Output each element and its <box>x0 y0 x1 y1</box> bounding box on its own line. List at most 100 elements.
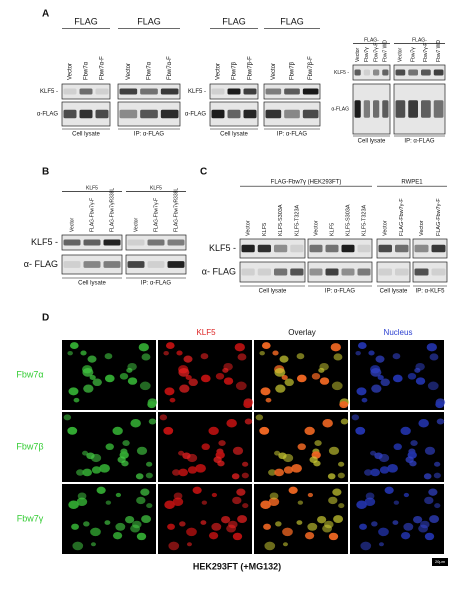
cell <box>330 343 341 352</box>
cell <box>188 378 198 387</box>
lane-label: Fbw7α-F <box>100 56 106 80</box>
band <box>433 100 444 118</box>
cell <box>91 466 102 474</box>
band <box>95 109 109 119</box>
cell <box>296 374 307 383</box>
cell <box>92 378 102 387</box>
scale-bar-label: 20μm <box>435 559 446 564</box>
cell <box>307 492 314 498</box>
cell <box>90 453 102 463</box>
blot-background <box>376 238 411 259</box>
blot-background <box>307 261 373 283</box>
cell <box>434 461 441 467</box>
scale-bar-box <box>432 558 448 566</box>
cell <box>146 503 153 509</box>
cell <box>364 469 373 476</box>
band <box>243 109 257 119</box>
cell <box>433 472 441 479</box>
cell <box>337 472 345 479</box>
cell <box>82 450 89 456</box>
band <box>408 100 418 118</box>
band <box>433 69 444 76</box>
cell <box>403 522 414 531</box>
lane-label: Fbw7γ <box>410 47 416 62</box>
lane-label: FLAG-Fbw7γR338L <box>173 188 179 232</box>
blot-footer: IP: α-FLAG <box>134 132 164 138</box>
cell <box>393 500 400 505</box>
cell <box>393 443 402 451</box>
lane-label: KLF5-S303A <box>345 204 351 236</box>
row-label: Fbw7γ <box>17 513 44 523</box>
cell <box>211 492 218 498</box>
lane-label: Vector <box>313 220 319 236</box>
cell <box>195 463 206 473</box>
cell <box>168 541 180 551</box>
band <box>290 244 304 253</box>
cell <box>429 515 440 524</box>
cell <box>232 496 242 505</box>
cell <box>211 522 222 531</box>
lane-label: Fbw7 WD <box>436 40 442 62</box>
cell <box>63 414 72 421</box>
band <box>103 261 121 268</box>
band <box>211 109 225 119</box>
blot-header: FLAG <box>280 16 304 26</box>
cell <box>145 472 153 479</box>
cell <box>272 350 279 356</box>
cell <box>218 440 226 446</box>
blot-header: KLF5 <box>86 185 98 191</box>
cell <box>282 453 294 463</box>
cell <box>255 414 264 421</box>
cell <box>269 492 279 500</box>
band <box>382 100 389 118</box>
cell <box>427 381 439 391</box>
cell <box>82 468 92 477</box>
row-label: KLF5 - <box>334 70 349 76</box>
cell <box>400 426 411 436</box>
lane-label: Fbw7α-F <box>167 56 173 80</box>
row-label: KLF5 - <box>209 243 236 253</box>
cell <box>146 461 153 467</box>
cell <box>319 362 329 371</box>
lane-label: FLAG-Fbw7γR338L <box>109 188 115 232</box>
band <box>325 268 339 276</box>
cell <box>242 461 249 467</box>
cell <box>356 387 367 396</box>
cell <box>328 496 338 505</box>
band <box>431 268 446 276</box>
cell <box>377 375 384 380</box>
cell <box>359 523 367 530</box>
cell <box>435 401 445 409</box>
band <box>431 244 446 253</box>
lane-label: Fbw7γ <box>364 47 370 62</box>
cell <box>410 440 418 446</box>
lane-label: Vector <box>216 63 222 80</box>
blot-background <box>125 254 187 275</box>
cell <box>426 343 437 352</box>
lane-label: Vector <box>69 217 75 232</box>
cell <box>368 350 375 356</box>
blot-background <box>376 261 411 283</box>
row-label: KLF5 - <box>40 89 58 95</box>
cell <box>176 350 183 356</box>
cell <box>99 463 110 473</box>
cell <box>179 521 186 527</box>
cell <box>296 353 305 360</box>
panel-label: D <box>42 313 49 324</box>
cell <box>72 541 84 551</box>
cell <box>104 374 115 383</box>
band <box>63 261 81 268</box>
cell <box>327 473 336 480</box>
cell <box>328 532 339 541</box>
cell <box>434 503 441 509</box>
cell <box>71 523 79 530</box>
cell <box>90 542 96 547</box>
cell <box>148 418 157 425</box>
cell <box>115 492 122 498</box>
cell <box>296 520 303 525</box>
cell <box>360 541 372 551</box>
band <box>302 88 319 95</box>
lane-label: KLF5-S303A <box>278 204 284 236</box>
cell <box>147 401 157 409</box>
cell <box>82 367 94 377</box>
